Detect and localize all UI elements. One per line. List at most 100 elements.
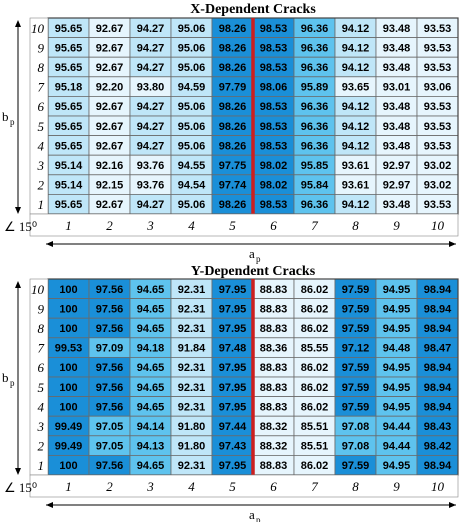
cell-value: 97.59 [342, 401, 370, 413]
cell-value: 96.36 [301, 199, 329, 211]
row-label: 3 [37, 419, 45, 434]
row-label: 5 [38, 119, 45, 134]
cell-value: 86.02 [301, 460, 329, 472]
cell-value: 91.80 [178, 421, 206, 433]
cell-value: 96.36 [301, 140, 329, 152]
cell-value: 88.32 [260, 421, 288, 433]
column-label: 4 [188, 218, 195, 233]
cell-value: 94.95 [383, 460, 411, 472]
cell-value: 100 [59, 362, 77, 374]
cell-value: 94.12 [342, 140, 370, 152]
cell-value: 85.51 [301, 441, 329, 453]
cell-value: 94.27 [137, 101, 165, 113]
cell-value: 94.44 [383, 441, 411, 453]
x-axis-label-sub: p [256, 254, 261, 264]
cell-value: 94.12 [342, 23, 370, 35]
cell-value: 94.65 [137, 401, 165, 413]
cell-value: 94.95 [383, 362, 411, 374]
cell-value: 97.59 [342, 323, 370, 335]
cell-value: 98.94 [424, 401, 452, 413]
x-arrow-head-right [449, 241, 456, 247]
cell-value: 94.14 [137, 421, 165, 433]
x-axis-label: a [249, 507, 255, 522]
cell-value: 93.76 [137, 160, 165, 172]
row-label: 6 [38, 99, 45, 114]
column-label: 7 [311, 218, 318, 233]
cell-value: 92.31 [178, 460, 206, 472]
cell-value: 98.94 [424, 284, 452, 296]
row-label: 5 [38, 380, 45, 395]
row-label: 2 [38, 439, 45, 454]
cell-value: 97.79 [219, 82, 247, 94]
cell-value: 92.67 [96, 101, 124, 113]
cell-value: 98.26 [219, 23, 247, 35]
cell-value: 95.65 [55, 121, 83, 133]
cell-value: 94.12 [342, 62, 370, 74]
cell-value: 88.83 [260, 303, 288, 315]
cell-value: 93.76 [137, 180, 165, 192]
cell-value: 93.01 [383, 82, 411, 94]
cell-value: 97.59 [342, 284, 370, 296]
cell-value: 94.12 [342, 199, 370, 211]
cell-value: 88.83 [260, 460, 288, 472]
cell-value: 94.27 [137, 42, 165, 54]
cell-value: 100 [59, 323, 77, 335]
cell-value: 95.65 [55, 42, 83, 54]
cell-value: 100 [59, 401, 77, 413]
cell-value: 100 [59, 460, 77, 472]
cell-value: 97.74 [219, 180, 247, 192]
cell-value: 97.12 [342, 343, 370, 355]
row-label: 4 [38, 138, 45, 153]
cell-value: 98.06 [260, 82, 288, 94]
y-arrow-head-top [15, 281, 21, 288]
cell-value: 92.31 [178, 323, 206, 335]
cell-value: 93.48 [383, 140, 411, 152]
chart-title: X-Dependent Cracks [190, 2, 316, 17]
cell-value: 98.53 [260, 199, 288, 211]
cell-value: 92.31 [178, 284, 206, 296]
row-label: 7 [38, 341, 45, 356]
column-label: 10 [431, 218, 445, 233]
cell-value: 94.55 [178, 160, 206, 172]
cell-value: 93.61 [342, 160, 370, 172]
cell-value: 92.31 [178, 303, 206, 315]
row-label: 9 [38, 301, 45, 316]
cell-value: 93.53 [424, 121, 452, 133]
cell-value: 86.02 [301, 362, 329, 374]
cell-value: 88.83 [260, 382, 288, 394]
cell-value: 93.06 [424, 82, 452, 94]
row-label: 1 [38, 458, 45, 473]
cell-value: 100 [59, 303, 77, 315]
cell-value: 95.18 [55, 82, 83, 94]
corner-angle-label: ∠ 15⁰ [4, 480, 37, 495]
cell-value: 88.83 [260, 362, 288, 374]
cell-value: 97.56 [96, 401, 124, 413]
row-label: 9 [38, 40, 45, 55]
cell-value: 86.02 [301, 303, 329, 315]
cell-value: 99.53 [55, 343, 83, 355]
cell-value: 93.53 [424, 62, 452, 74]
column-label: 1 [65, 479, 72, 494]
chart-title: Y-Dependent Cracks [191, 264, 316, 279]
cell-value: 94.48 [383, 343, 411, 355]
cell-value: 88.83 [260, 401, 288, 413]
cell-value: 97.56 [96, 460, 124, 472]
cell-value: 100 [59, 382, 77, 394]
cell-value: 95.06 [178, 23, 206, 35]
cell-value: 86.02 [301, 323, 329, 335]
cell-value: 92.67 [96, 42, 124, 54]
cell-value: 97.43 [219, 441, 247, 453]
cell-value: 94.95 [383, 323, 411, 335]
cell-value: 94.12 [342, 42, 370, 54]
cell-value: 97.08 [342, 441, 370, 453]
cell-value: 88.83 [260, 323, 288, 335]
cell-value: 88.36 [260, 343, 288, 355]
column-label: 8 [352, 479, 359, 494]
row-label: 8 [38, 60, 45, 75]
cell-value: 93.53 [424, 199, 452, 211]
cell-value: 98.53 [260, 62, 288, 74]
column-label: 10 [431, 479, 445, 494]
cell-value: 94.95 [383, 284, 411, 296]
cell-value: 95.65 [55, 23, 83, 35]
